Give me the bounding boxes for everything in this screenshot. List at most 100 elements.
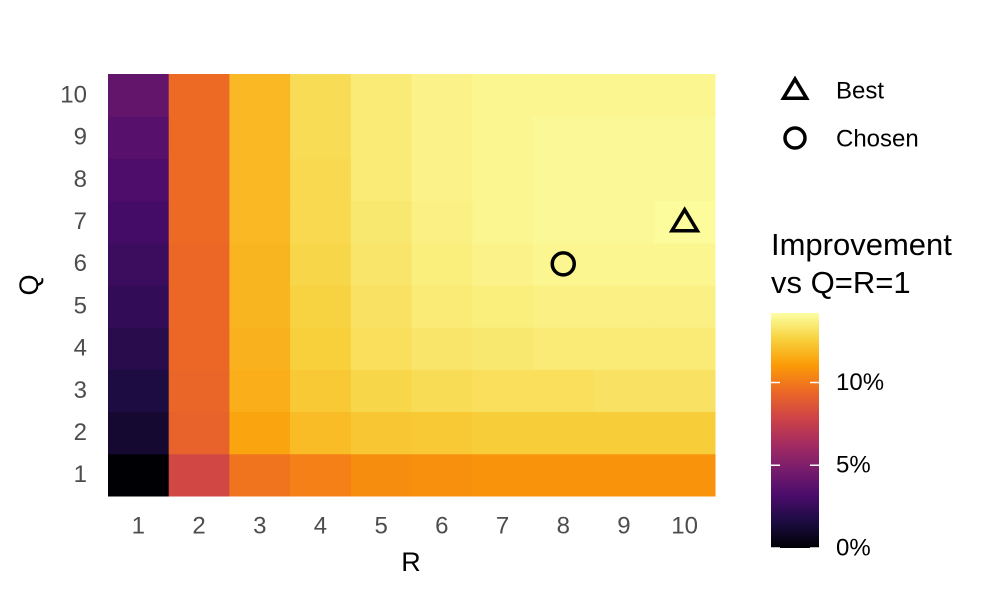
y-tick-label: 9	[74, 124, 87, 151]
heat-cell	[593, 158, 655, 202]
heat-cell	[593, 453, 655, 497]
heat-cell	[532, 369, 595, 413]
x-axis-title: R	[401, 547, 421, 577]
heat-cell	[532, 200, 595, 244]
heat-cell	[350, 116, 412, 159]
heat-cell	[411, 411, 473, 455]
heat-cell	[108, 200, 170, 244]
heat-cell	[168, 158, 230, 202]
heat-cell	[350, 327, 412, 370]
heat-cell	[654, 285, 716, 328]
heat-cell	[654, 411, 716, 455]
heat-cell	[168, 453, 230, 497]
x-tick-label: 10	[671, 512, 698, 539]
y-axis-title: Q	[14, 274, 44, 295]
heat-cell	[472, 369, 534, 413]
heat-cell	[593, 327, 655, 370]
x-tick-label: 1	[132, 512, 145, 539]
heat-cell	[108, 453, 170, 497]
legend-label: Chosen	[836, 125, 919, 152]
x-tick-label: 4	[314, 512, 327, 539]
x-tick-label: 9	[617, 512, 630, 539]
heat-cell	[290, 74, 352, 117]
heat-cell	[593, 369, 655, 413]
heat-cell	[350, 158, 412, 202]
heat-cell	[229, 285, 291, 328]
heat-cell	[654, 158, 716, 202]
heat-cell	[593, 285, 655, 328]
heat-cell	[290, 411, 352, 455]
heat-cell	[532, 116, 595, 159]
heat-cell	[229, 242, 291, 286]
x-tick-label: 8	[557, 512, 570, 539]
y-tick-label: 10	[60, 81, 87, 108]
colorbar-tick-label: 10%	[836, 369, 884, 396]
triangle-marker	[668, 206, 701, 233]
heat-cell	[229, 453, 291, 497]
heat-cell	[532, 327, 595, 370]
x-tick-label: 2	[192, 512, 205, 539]
heat-cell	[654, 116, 716, 159]
heat-cell	[108, 285, 170, 328]
heat-cell	[593, 74, 655, 117]
heat-cell	[411, 453, 473, 497]
heat-cell	[108, 411, 170, 455]
heat-cell	[290, 453, 352, 497]
x-tick-label: 6	[435, 512, 448, 539]
heat-cell	[290, 285, 352, 328]
x-tick-label: 3	[253, 512, 266, 539]
heat-cell	[229, 369, 291, 413]
heat-cell	[350, 242, 412, 286]
heat-cell	[411, 242, 473, 286]
heat-cell	[472, 158, 534, 202]
heat-cell	[168, 369, 230, 413]
heat-cell	[290, 369, 352, 413]
heat-cell	[108, 242, 170, 286]
y-tick-label: 3	[74, 377, 87, 404]
heat-cell	[168, 411, 230, 455]
heat-cell	[472, 116, 534, 159]
heat-cell	[411, 200, 473, 244]
y-tick-label: 6	[74, 250, 87, 277]
heat-cell	[108, 116, 170, 159]
heat-cell	[290, 242, 352, 286]
heat-cell	[411, 285, 473, 328]
heat-cell	[654, 242, 716, 286]
heat-cell	[411, 74, 473, 117]
heat-cell	[108, 74, 170, 117]
triangle-marker	[780, 75, 810, 100]
heat-cell	[593, 242, 655, 286]
colorbar-tick-label: 0%	[836, 534, 871, 561]
heat-cell	[108, 369, 170, 413]
y-tick-label: 5	[74, 292, 87, 319]
heat-cell	[229, 327, 291, 370]
heat-cell	[168, 242, 230, 286]
heat-cell	[229, 200, 291, 244]
heat-cell	[532, 158, 595, 202]
y-tick-label: 8	[74, 166, 87, 193]
heat-cell	[654, 74, 716, 117]
heat-cell	[532, 411, 595, 455]
heat-cell	[532, 242, 595, 286]
heat-cell	[290, 327, 352, 370]
y-tick-label: 1	[74, 461, 87, 488]
y-tick-label: 2	[74, 419, 87, 446]
heat-cell	[290, 158, 352, 202]
heat-cell	[472, 200, 534, 244]
heat-cell	[593, 411, 655, 455]
heat-cell	[532, 74, 595, 117]
heat-cell	[229, 411, 291, 455]
heat-cell	[290, 116, 352, 159]
heat-cell	[168, 116, 230, 159]
heat-cell	[350, 285, 412, 328]
heat-cell	[593, 116, 655, 159]
heat-cell	[108, 327, 170, 370]
heat-cell	[350, 74, 412, 117]
heat-cell	[168, 200, 230, 244]
heat-cell	[168, 285, 230, 328]
heat-cell	[472, 242, 534, 286]
circle-marker	[783, 126, 807, 150]
heat-cell	[350, 369, 412, 413]
